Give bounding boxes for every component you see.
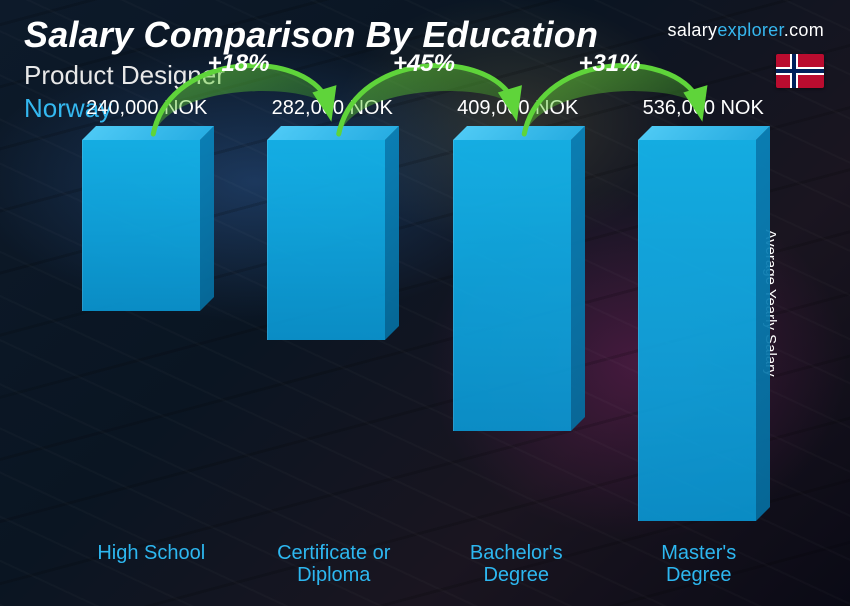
bar — [453, 140, 583, 431]
increase-label: +45% — [393, 50, 455, 78]
category-label: Master'sDegree — [608, 542, 791, 588]
bar — [267, 140, 397, 340]
bar-front — [638, 140, 756, 521]
value-label: 409,000 NOK — [428, 97, 608, 120]
flag-icon — [776, 54, 824, 88]
category-label: Certificate orDiploma — [243, 542, 426, 588]
bar-front — [453, 140, 571, 431]
value-label: 240,000 NOK — [57, 97, 237, 120]
category-labels: High SchoolCertificate orDiplomaBachelor… — [60, 542, 790, 588]
brand-mid: explorer — [717, 20, 783, 40]
bar-top — [638, 126, 770, 140]
bar-top — [453, 126, 585, 140]
brand-watermark: salaryexplorer.com — [668, 20, 824, 41]
bar-front — [267, 140, 385, 340]
category-label: High School — [60, 542, 243, 588]
brand-prefix: salary — [668, 20, 718, 40]
bar — [638, 140, 768, 521]
bar-side — [385, 126, 399, 340]
bar-top — [267, 126, 399, 140]
bar-slot: 409,000 NOK — [431, 140, 605, 538]
value-label: 282,000 NOK — [242, 97, 422, 120]
increase-label: +31% — [578, 50, 640, 78]
bar-side — [200, 126, 214, 311]
bar-top — [82, 126, 214, 140]
brand-suffix: .com — [784, 20, 824, 40]
bars-area: 240,000 NOK282,000 NOK409,000 NOK536,000… — [60, 140, 790, 538]
bar-front — [82, 140, 200, 311]
category-label: Bachelor'sDegree — [425, 542, 608, 588]
value-label: 536,000 NOK — [613, 97, 793, 120]
bar-slot: 282,000 NOK — [246, 140, 420, 538]
increase-label: +18% — [207, 50, 269, 78]
bar-side — [571, 126, 585, 431]
bar-slot: 240,000 NOK — [60, 140, 234, 538]
salary-chart: 240,000 NOK282,000 NOK409,000 NOK536,000… — [60, 140, 790, 588]
bar-slot: 536,000 NOK — [617, 140, 791, 538]
bar-side — [756, 126, 770, 521]
bar — [82, 140, 212, 311]
